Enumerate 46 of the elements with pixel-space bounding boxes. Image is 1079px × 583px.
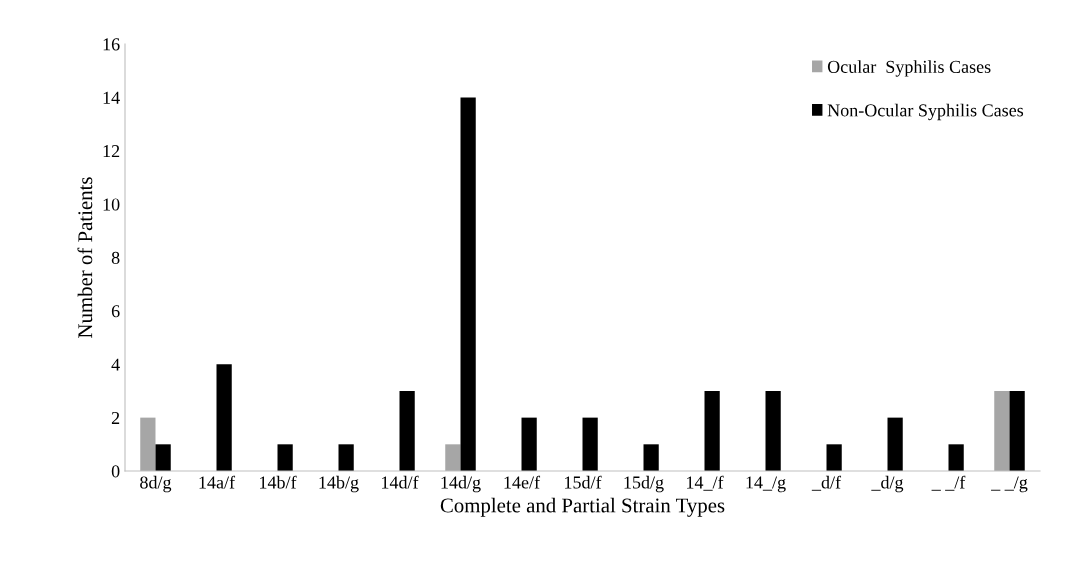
y-tick-label: 8 [111,251,120,264]
x-tick-label: _d/f [811,475,842,491]
bar [887,417,903,471]
x-tick-label: 15d/f [565,475,602,489]
y-tick-label: 2 [111,411,120,424]
y-tick-label: 6 [111,305,120,318]
bar [582,417,598,471]
bar [765,390,781,471]
y-tick-label: 16 [103,38,120,51]
bar [399,390,415,471]
x-tick-label: 14d/f [382,475,419,489]
bar [338,444,354,471]
bar [277,444,293,471]
x-tick-label: 14e/f [504,475,541,489]
bar [460,97,476,471]
bar [1009,390,1025,471]
x-tick-label: 14a/f [199,475,236,489]
bar [643,444,659,471]
x-tick-label: _ _/f [931,475,966,491]
y-tick-label: 4 [111,358,120,371]
x-tick-label: _ _/g [991,476,1028,493]
bar [216,364,232,471]
y-tick-label: 14 [103,91,120,104]
legend-label: Ocular Syphilis Cases [827,60,991,77]
bar [826,444,842,471]
y-axis-title: Number of Patients [77,177,93,338]
x-tick-label: 14_/f [687,475,724,491]
x-tick-label: _d/g [871,475,904,493]
x-tick-label: 14d/g [441,475,481,493]
legend-label: Non-Ocular Syphilis Cases [827,103,1024,121]
bar [994,390,1010,471]
bar [155,444,171,471]
bar [445,444,461,471]
bar [521,417,537,471]
x-tick-label: 8d/g [140,475,172,493]
x-tick-label: 14b/g [319,475,359,493]
y-tick-label: 0 [111,465,120,478]
x-tick-label: 15d/g [624,475,664,493]
y-tick-label: 10 [103,198,120,211]
bar [948,444,964,471]
x-tick-label: 14_/g [746,476,786,493]
x-axis-title: Complete and Partial Strain Types [440,497,725,517]
bar [140,417,156,471]
bar [704,390,720,471]
y-tick-label: 12 [103,145,120,158]
x-tick-label: 14b/f [260,475,297,489]
